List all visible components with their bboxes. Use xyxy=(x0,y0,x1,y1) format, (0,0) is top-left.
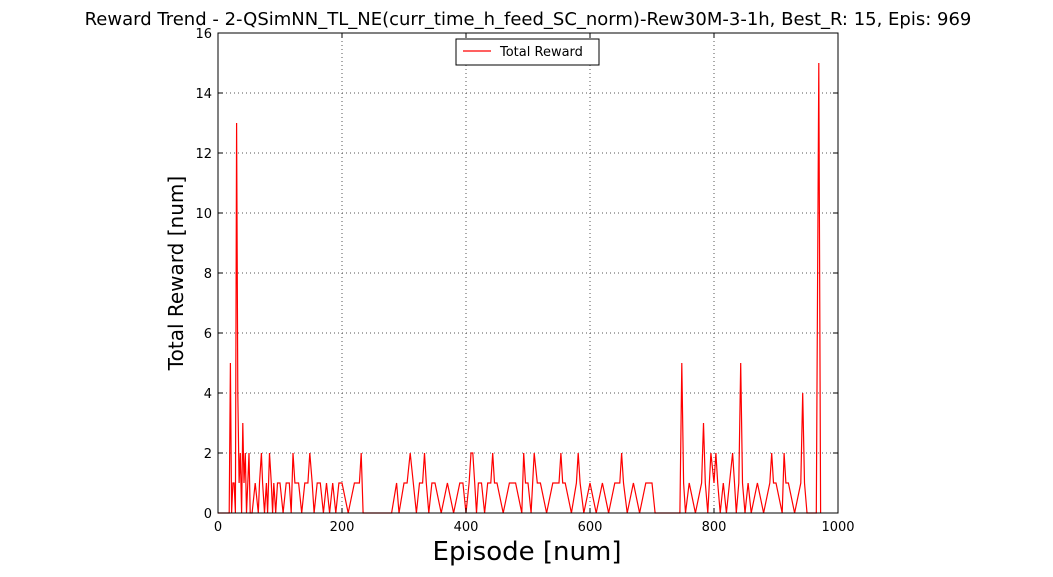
x-tick-label: 600 xyxy=(578,520,603,535)
y-tick-label: 12 xyxy=(195,147,212,162)
plot-frame xyxy=(217,32,839,514)
x-tick-label: 800 xyxy=(702,520,727,535)
legend: Total Reward xyxy=(455,38,600,66)
tick-labels: 0 200 400 600 800 1000 0 2 4 6 8 10 12 14 16 xyxy=(195,27,854,535)
y-tick-label: 16 xyxy=(195,27,212,42)
x-tick-label: 200 xyxy=(330,520,355,535)
chart-title: Reward Trend - 2-QSimNN_TL_NE(curr_time_… xyxy=(85,9,972,30)
legend-label-total-reward: Total Reward xyxy=(499,45,583,60)
legend-box xyxy=(455,38,600,66)
x-tick-label: 400 xyxy=(454,520,479,535)
y-axis-label: Total Reward [num] xyxy=(164,176,188,371)
y-tick-label: 6 xyxy=(204,327,212,342)
series-line-total-reward xyxy=(218,62,822,514)
y-tick-label: 14 xyxy=(195,87,212,102)
y-tick-label: 2 xyxy=(204,447,212,462)
x-tick-label: 0 xyxy=(214,520,222,535)
x-tick-label: 1000 xyxy=(821,520,854,535)
grid-lines xyxy=(218,33,838,513)
y-tick-label: 4 xyxy=(204,387,212,402)
x-axis-label: Episode [num] xyxy=(433,537,622,567)
y-tick-label: 0 xyxy=(204,507,212,522)
y-tick-label: 10 xyxy=(195,207,212,222)
y-tick-label: 8 xyxy=(204,267,212,282)
